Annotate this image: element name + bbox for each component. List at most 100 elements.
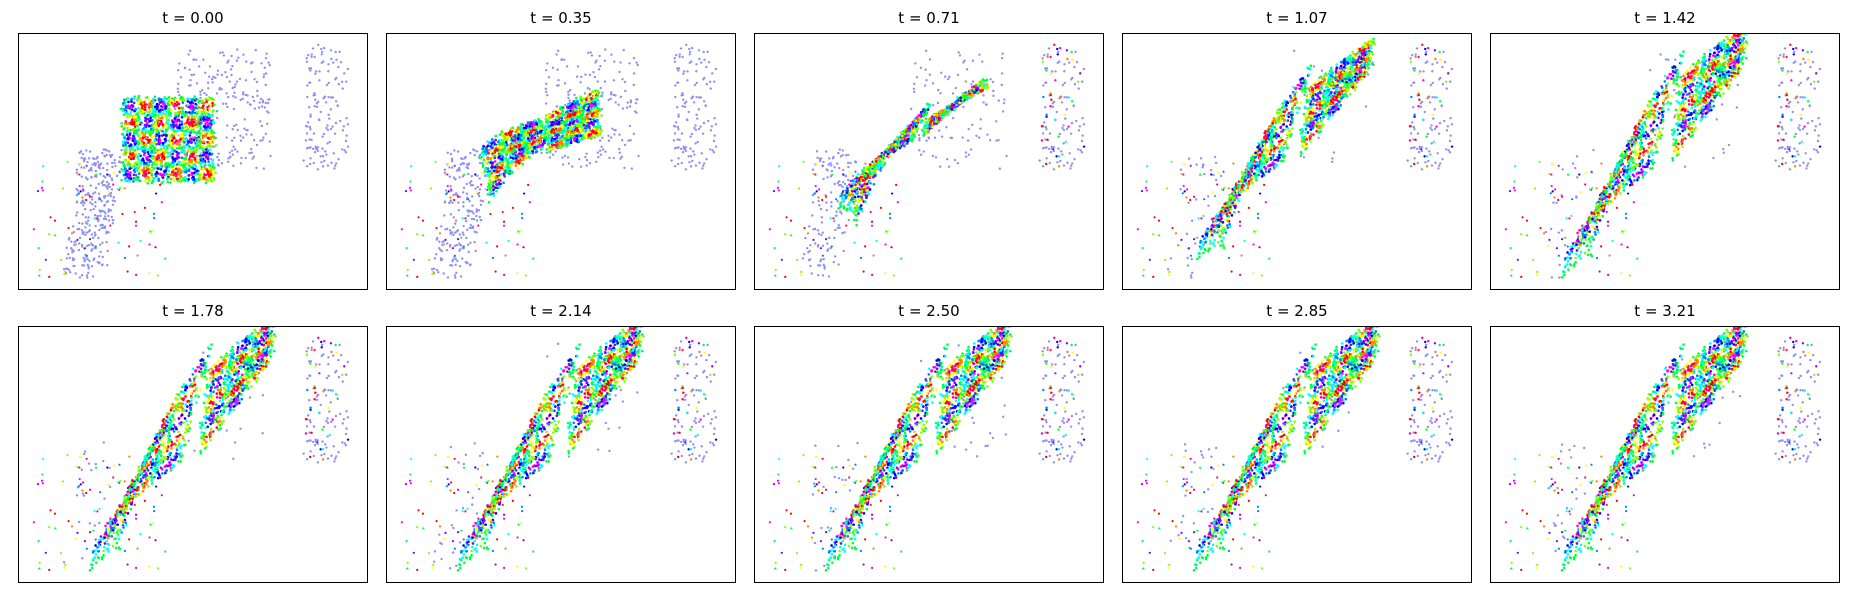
data-point	[818, 159, 822, 163]
data-point	[613, 129, 616, 132]
data-point	[471, 225, 475, 228]
data-point	[571, 128, 574, 131]
data-point	[309, 128, 312, 131]
data-point	[478, 153, 482, 157]
data-point	[458, 169, 461, 172]
data-point	[335, 58, 338, 62]
data-point	[591, 112, 594, 116]
data-point	[931, 154, 935, 158]
data-point	[175, 156, 179, 160]
data-point	[154, 114, 157, 117]
data-point	[499, 182, 502, 186]
data-point	[225, 92, 228, 95]
data-point	[122, 144, 125, 147]
data-point	[172, 126, 175, 129]
data-point	[596, 118, 599, 122]
data-point	[100, 181, 104, 185]
data-point	[492, 192, 495, 195]
data-point	[87, 265, 90, 268]
data-point	[593, 127, 596, 131]
data-point	[103, 210, 106, 213]
data-point	[593, 131, 596, 135]
data-point	[547, 76, 551, 79]
data-point	[85, 244, 89, 247]
data-point	[564, 103, 567, 107]
data-point	[156, 167, 160, 170]
data-point	[588, 161, 592, 165]
data-point	[507, 149, 511, 152]
data-point	[176, 111, 179, 115]
data-point	[567, 93, 570, 96]
data-point	[458, 176, 461, 179]
data-point	[494, 270, 497, 273]
data-point	[176, 82, 180, 86]
data-point	[512, 136, 515, 140]
data-point	[101, 151, 104, 155]
data-point	[473, 230, 476, 233]
data-point	[830, 164, 833, 167]
data-point	[204, 163, 207, 167]
data-point	[823, 265, 826, 268]
data-point	[140, 106, 144, 110]
data-point	[216, 155, 219, 159]
data-point	[322, 132, 326, 136]
data-point	[198, 124, 201, 127]
data-point	[1001, 110, 1005, 113]
data-point	[124, 143, 128, 147]
data-point	[147, 103, 151, 107]
data-point	[458, 233, 462, 236]
data-point	[450, 158, 454, 162]
data-point	[159, 104, 163, 108]
data-point	[706, 50, 709, 54]
data-point	[252, 155, 256, 158]
data-point	[442, 272, 445, 275]
data-point	[558, 127, 561, 131]
data-point	[508, 154, 512, 157]
data-point	[979, 118, 982, 121]
data-point	[214, 143, 218, 147]
data-point	[337, 65, 340, 69]
data-point	[78, 151, 81, 154]
data-point	[218, 86, 222, 90]
data-point	[114, 164, 117, 168]
data-point	[406, 268, 409, 272]
data-point	[991, 80, 995, 84]
data-point	[239, 139, 243, 142]
data-point	[449, 188, 453, 191]
data-point	[225, 75, 229, 79]
data-point	[145, 144, 148, 148]
data-point	[670, 159, 673, 162]
data-point	[36, 189, 40, 193]
data-point	[166, 107, 170, 111]
data-point	[107, 150, 111, 153]
data-point	[491, 187, 494, 190]
data-point	[448, 229, 452, 232]
data-point	[579, 134, 582, 137]
data-point	[210, 122, 213, 126]
data-point	[933, 136, 937, 139]
data-point	[417, 216, 420, 219]
data-point	[202, 135, 205, 139]
data-point	[481, 200, 485, 203]
data-point	[709, 148, 712, 151]
data-point	[198, 142, 202, 146]
data-point	[100, 226, 103, 230]
data-point	[494, 180, 498, 183]
data-point	[599, 64, 602, 68]
data-point	[558, 135, 561, 139]
data-point	[488, 172, 492, 176]
data-point	[805, 246, 809, 250]
data-point	[470, 217, 474, 221]
data-point	[836, 226, 839, 230]
data-point	[549, 147, 552, 151]
data-point	[143, 170, 147, 174]
data-point	[88, 259, 91, 263]
data-point	[551, 133, 555, 137]
data-point	[1038, 159, 1041, 162]
data-point	[912, 87, 916, 90]
data-point	[529, 133, 533, 136]
data-point	[338, 50, 341, 54]
data-point	[168, 151, 172, 155]
data-point	[475, 214, 478, 218]
data-point	[236, 128, 239, 132]
